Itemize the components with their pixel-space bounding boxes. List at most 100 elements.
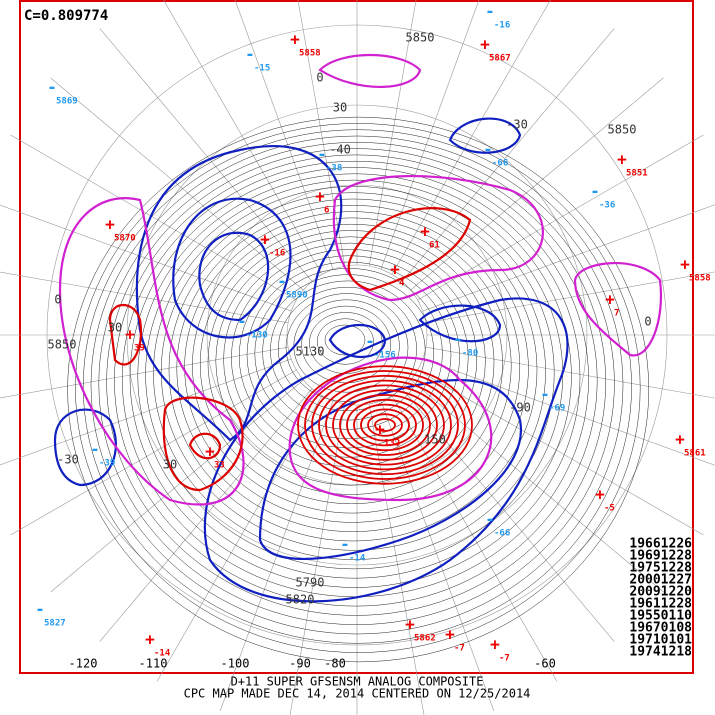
height-contour bbox=[168, 198, 538, 542]
height-contour bbox=[223, 242, 478, 477]
marker-value: 33 bbox=[214, 461, 225, 471]
marker-value: -14 bbox=[154, 649, 171, 659]
marker-sign: + bbox=[420, 222, 430, 241]
footer-line: D+11 SUPER GFSENSM ANALOG COMPOSITE bbox=[231, 675, 484, 689]
marker-value: 5869 bbox=[56, 97, 78, 107]
contour-label: 5850 bbox=[48, 338, 77, 352]
marker-value: -39 bbox=[99, 459, 115, 469]
contour-label: 5820 bbox=[286, 593, 315, 607]
longitude-label: -90 bbox=[289, 657, 311, 671]
analog-date: 19741218 bbox=[629, 645, 692, 660]
marker-sign: + bbox=[125, 325, 135, 344]
marker-sign: + bbox=[145, 630, 155, 649]
contour-label: -30 bbox=[506, 118, 528, 132]
height-contour bbox=[137, 173, 572, 579]
marker-sign: - bbox=[340, 535, 350, 554]
meridian bbox=[10, 134, 297, 301]
meridian bbox=[401, 28, 615, 282]
meridian bbox=[380, 0, 480, 270]
meridian bbox=[50, 379, 304, 593]
marker-value: -15 bbox=[254, 64, 270, 74]
height-contour bbox=[75, 123, 641, 653]
marker-value: -16 bbox=[269, 249, 285, 259]
marker-sign: - bbox=[540, 385, 550, 404]
positive-anomaly bbox=[360, 408, 410, 442]
marker-value: -7 bbox=[454, 644, 465, 654]
positive-anomaly bbox=[332, 389, 438, 461]
height-contour bbox=[153, 186, 555, 560]
marker-sign: - bbox=[277, 272, 287, 291]
analog-date: 20091220 bbox=[629, 585, 692, 600]
marker-value: 5858 bbox=[689, 274, 711, 284]
height-contour bbox=[207, 230, 495, 495]
marker-value: -66 bbox=[492, 159, 508, 169]
height-contour bbox=[192, 217, 512, 514]
contour-label: 5850 bbox=[406, 31, 435, 45]
height-contour bbox=[106, 148, 607, 616]
marker-sign: - bbox=[237, 312, 247, 331]
height-contour bbox=[98, 142, 615, 625]
map-frame bbox=[19, 0, 694, 674]
longitude-label: -80 bbox=[324, 657, 346, 671]
positive-anomaly bbox=[346, 398, 424, 452]
contour-label: -90 bbox=[509, 401, 531, 415]
marker-value: -38 bbox=[326, 164, 342, 174]
height-contour bbox=[231, 249, 469, 467]
marker-value: 39 bbox=[134, 344, 145, 354]
height-contour bbox=[199, 223, 503, 505]
meridian bbox=[50, 77, 304, 291]
longitude-label: -120 bbox=[69, 657, 98, 671]
positive-anomaly bbox=[318, 379, 452, 471]
height-contour bbox=[82, 129, 632, 644]
height-contours bbox=[67, 116, 650, 663]
marker-value: 132 bbox=[384, 439, 400, 449]
meridian bbox=[289, 403, 346, 715]
marker-value: 7 bbox=[614, 309, 619, 319]
meridian bbox=[417, 134, 704, 301]
marker-value: -80 bbox=[462, 349, 478, 359]
analog-date: 20001227 bbox=[629, 573, 692, 588]
marker-value: 5858 bbox=[299, 49, 321, 59]
height-contour bbox=[184, 211, 521, 523]
positive-anomaly bbox=[311, 374, 459, 476]
longitude-label: -100 bbox=[221, 657, 250, 671]
analog-date: 19661226 bbox=[629, 537, 692, 552]
meridian bbox=[0, 204, 292, 312]
marker-value: 5890 bbox=[286, 291, 308, 301]
meridian bbox=[410, 379, 664, 593]
marker-sign: + bbox=[490, 635, 500, 654]
analog-date: 19751228 bbox=[629, 561, 692, 576]
marker-sign: - bbox=[485, 510, 495, 529]
marker-sign: - bbox=[590, 182, 600, 201]
meridian bbox=[410, 77, 664, 291]
contour-label: 30 bbox=[163, 458, 177, 472]
positive-anomaly bbox=[374, 418, 396, 432]
contour-label: 5130 bbox=[296, 345, 325, 359]
height-contour bbox=[215, 236, 486, 486]
marker-value: -16 bbox=[494, 21, 510, 31]
footer-line: CPC MAP MADE DEC 14, 2014 CENTERED ON 12… bbox=[184, 687, 531, 701]
height-contour bbox=[160, 192, 546, 551]
marker-sign: + bbox=[617, 150, 627, 169]
height-contour bbox=[316, 318, 374, 365]
marker-value: -69 bbox=[549, 404, 565, 414]
anomaly-contours bbox=[53, 54, 662, 603]
height-contour bbox=[90, 135, 624, 635]
marker-value: 5827 bbox=[44, 619, 66, 629]
height-contour bbox=[324, 324, 366, 356]
marker-value: 5862 bbox=[414, 634, 436, 644]
height-contour bbox=[176, 205, 529, 532]
marker-value: -36 bbox=[599, 201, 615, 211]
marker-value: 5861 bbox=[684, 449, 706, 459]
marker-sign: - bbox=[483, 140, 493, 159]
contour-label: 30 bbox=[108, 321, 122, 335]
analog-date: 19691228 bbox=[629, 549, 692, 564]
contour-label: 5850 bbox=[608, 123, 637, 137]
height-contour bbox=[114, 154, 598, 607]
marker-value: 5870 bbox=[114, 234, 136, 244]
marker-value: -7 bbox=[499, 654, 510, 664]
marker-sign: - bbox=[90, 440, 100, 459]
marker-sign: - bbox=[485, 2, 495, 21]
marker-value: -14 bbox=[349, 554, 366, 564]
